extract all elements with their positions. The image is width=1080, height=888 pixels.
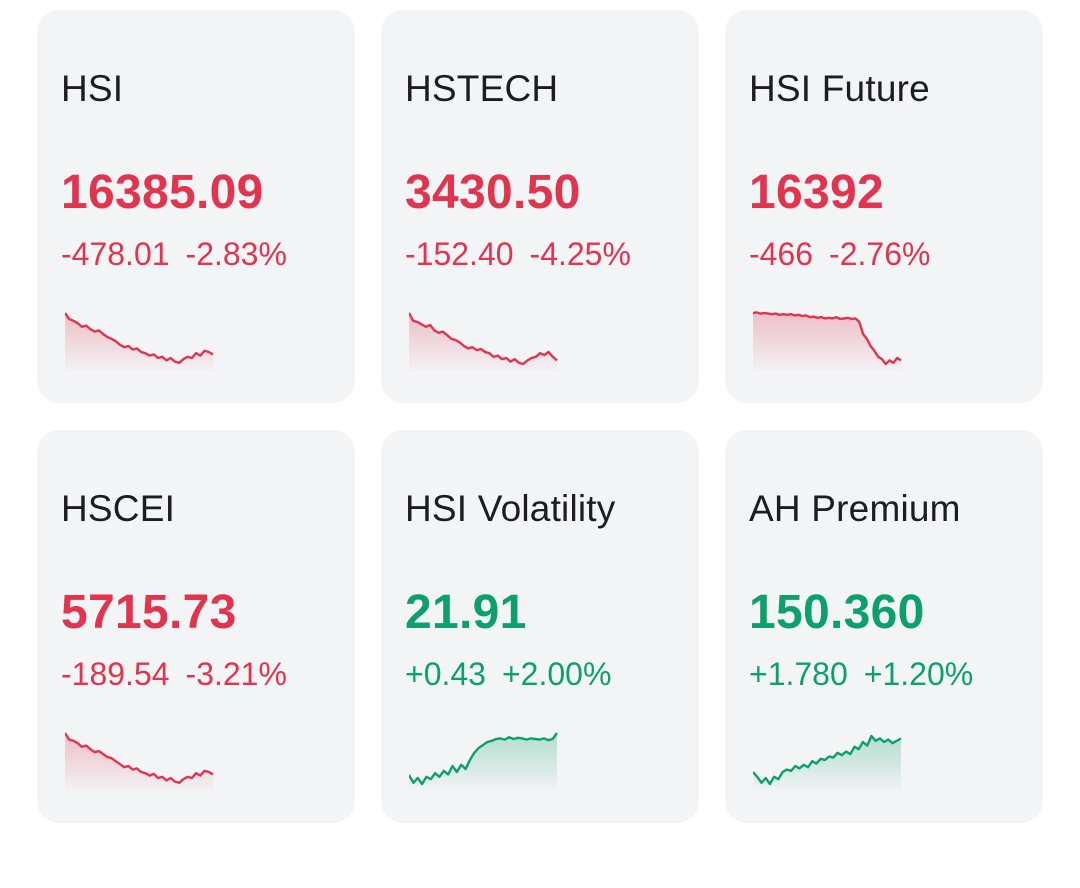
index-change: -466 — [749, 236, 814, 272]
index-price: 150.360 — [749, 586, 925, 639]
index-price: 16385.09 — [61, 166, 264, 219]
sparkline-area — [65, 733, 213, 790]
index-change: +0.43 — [405, 656, 486, 692]
index-name: HSTECH — [405, 68, 559, 109]
sparkline-area — [409, 313, 557, 370]
sparkline-chart — [753, 734, 902, 790]
sparkline-line — [409, 732, 558, 786]
index-card-hstech[interactable]: HSTECH 3430.50 -152.40 -4.25% — [381, 10, 699, 403]
index-price: 3430.50 — [405, 166, 581, 219]
index-grid: HSI 16385.09 -478.01 -2.83% HSTECH 3430.5… — [37, 10, 1043, 823]
index-card-hsi-future[interactable]: HSI Future 16392 -466 -2.76% — [725, 10, 1043, 403]
sparkline-line — [753, 734, 902, 786]
index-price: 21.91 — [405, 586, 527, 639]
sparkline-chart — [409, 312, 558, 370]
index-changes: +0.43 +2.00% — [405, 656, 611, 693]
index-card-hsi[interactable]: HSI 16385.09 -478.01 -2.83% — [37, 10, 355, 403]
sparkline-chart — [409, 732, 558, 790]
index-changes: +1.780 +1.20% — [749, 656, 973, 693]
sparkline-chart — [65, 312, 214, 370]
index-change: +1.780 — [749, 656, 848, 692]
sparkline-area — [65, 313, 213, 370]
sparkline-line — [65, 312, 214, 364]
index-card-hsi-volatility[interactable]: HSI Volatility 21.91 +0.43 +2.00% — [381, 430, 699, 823]
index-name: AH Premium — [749, 488, 961, 529]
index-price: 16392 — [749, 166, 884, 219]
index-card-ah-premium[interactable]: AH Premium 150.360 +1.780 +1.20% — [725, 430, 1043, 823]
sparkline-line — [753, 311, 902, 366]
sparkline-line — [65, 732, 214, 784]
index-card-hscei[interactable]: HSCEI 5715.73 -189.54 -3.21% — [37, 430, 355, 823]
index-name: HSI Future — [749, 68, 930, 109]
index-change: -152.40 — [405, 236, 514, 272]
index-change-pct: -2.76% — [829, 236, 931, 272]
index-changes: -478.01 -2.83% — [61, 236, 287, 273]
index-change-pct: -3.21% — [185, 656, 287, 692]
index-change: -478.01 — [61, 236, 170, 272]
sparkline-area — [753, 312, 901, 370]
index-name: HSI Volatility — [405, 488, 616, 529]
sparkline-chart — [65, 732, 214, 790]
index-change-pct: +1.20% — [863, 656, 974, 692]
sparkline-area — [409, 733, 557, 790]
index-name: HSCEI — [61, 488, 176, 529]
index-changes: -466 -2.76% — [749, 236, 930, 273]
index-name: HSI — [61, 68, 124, 109]
index-change-pct: -4.25% — [529, 236, 631, 272]
sparkline-chart — [753, 311, 902, 370]
index-changes: -152.40 -4.25% — [405, 236, 631, 273]
index-change: -189.54 — [61, 656, 170, 692]
sparkline-area — [753, 736, 901, 790]
index-price: 5715.73 — [61, 586, 237, 639]
index-change-pct: +2.00% — [501, 656, 612, 692]
sparkline-line — [409, 312, 558, 366]
index-changes: -189.54 -3.21% — [61, 656, 287, 693]
index-change-pct: -2.83% — [185, 236, 287, 272]
